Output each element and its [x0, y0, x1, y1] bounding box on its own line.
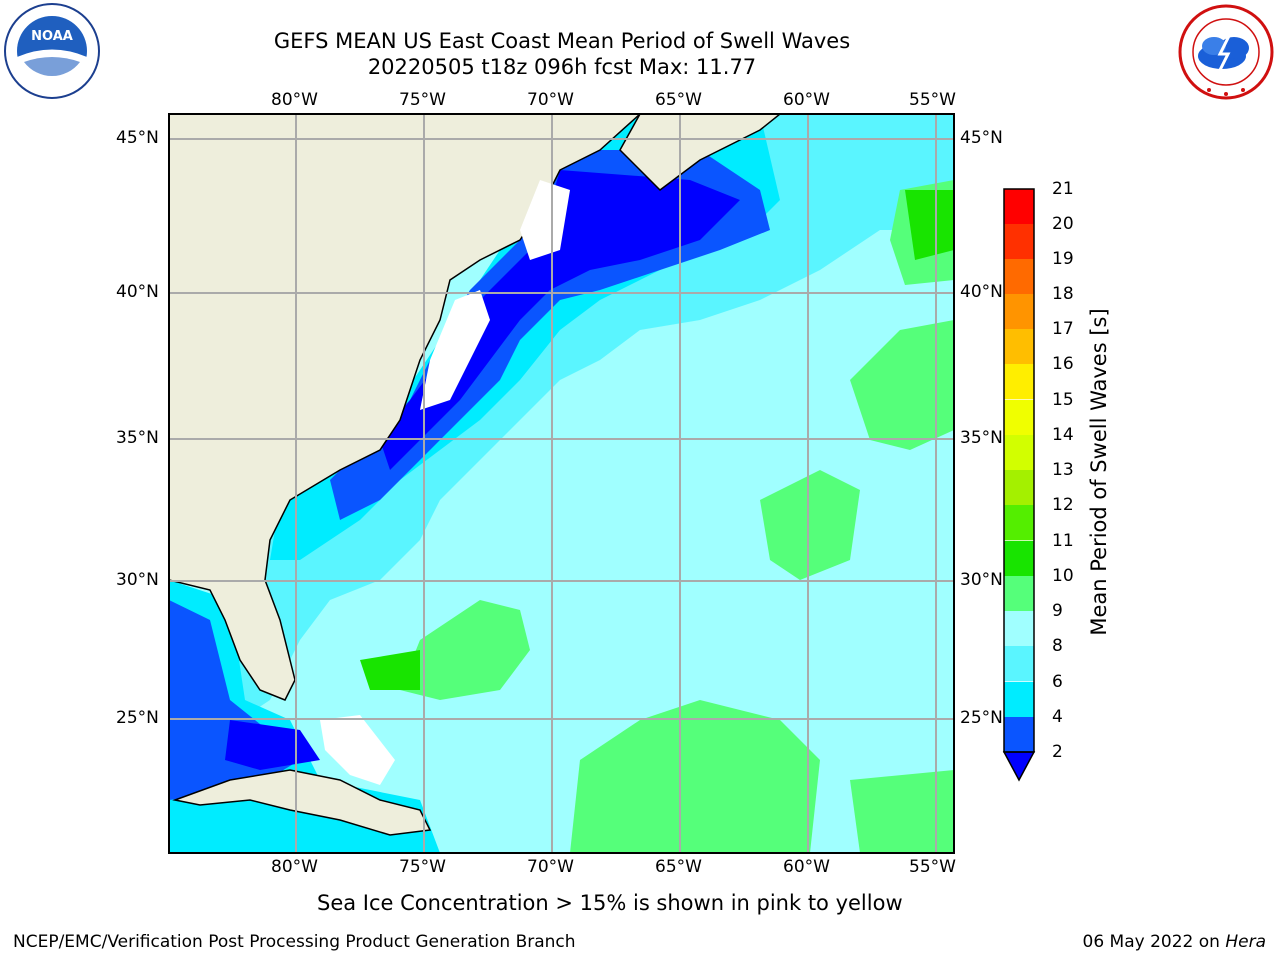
colorbar-swatch-13-14: [1004, 435, 1034, 471]
colorbar-tick: 12: [1052, 495, 1074, 515]
map-grid: [169, 114, 954, 853]
swell-patch-green-ne-core: [905, 190, 954, 260]
colorbar-tick: 14: [1052, 425, 1074, 445]
lon-label-top: 80°W: [271, 90, 318, 110]
chart-subtitle: 20220505 t18z 096h fcst Max: 11.77: [367, 55, 757, 79]
lon-label-top: 60°W: [783, 90, 830, 110]
lat-label-left: 30°N: [116, 570, 159, 590]
chart-title: GEFS MEAN US East Coast Mean Period of S…: [273, 29, 851, 53]
colorbar-swatch-6-8: [1004, 646, 1034, 682]
colorbar-swatch-4-6: [1004, 682, 1034, 718]
noaa-logo-text: NOAA: [31, 29, 73, 44]
nws-logo: [1178, 4, 1274, 100]
nodata-gulf-of-maine: [520, 180, 570, 260]
colorbar: [1002, 188, 1036, 782]
swell-patch-green-bahamas-core: [360, 650, 420, 690]
swell-band-6-8: [230, 114, 954, 720]
lon-label-top: 65°W: [655, 90, 702, 110]
colorbar-tick: 18: [1052, 284, 1074, 304]
footer-credit: NCEP/EMC/Verification Post Processing Pr…: [13, 932, 576, 952]
colorbar-extend-low: [1002, 751, 1036, 782]
colorbar-tick: 21: [1052, 179, 1074, 199]
swell-patch-green-se: [850, 770, 954, 853]
lon-label-bottom: 80°W: [271, 857, 318, 877]
colorbar-label: Mean Period of Swell Waves [s]: [1087, 308, 1111, 635]
colorbar-swatch-10-11: [1004, 541, 1034, 577]
colorbar-tick: 16: [1052, 354, 1074, 374]
nodata-mid-atlantic: [420, 290, 490, 410]
land-cuba: [172, 769, 432, 836]
lat-label-right: 40°N: [960, 282, 1003, 302]
colorbar-swatch-19-20: [1004, 224, 1034, 260]
colorbar-tick: 15: [1052, 390, 1074, 410]
lat-label-left: 25°N: [116, 708, 159, 728]
colorbar-tick: 20: [1052, 214, 1074, 234]
colorbar-tick: 9: [1052, 601, 1063, 621]
lat-label-right: 45°N: [960, 128, 1003, 148]
lat-label-left: 40°N: [116, 282, 159, 302]
lat-label-left: 35°N: [116, 428, 159, 448]
colorbar-swatch-9-10: [1004, 576, 1034, 612]
lat-label-right: 30°N: [960, 570, 1003, 590]
colorbar-frame: [1003, 188, 1035, 753]
colorbar-tick: 10: [1052, 566, 1074, 586]
colorbar-swatch-17-18: [1004, 294, 1034, 330]
lon-label-top: 55°W: [909, 90, 956, 110]
lon-label-bottom: 75°W: [399, 857, 446, 877]
swell-band-low: [380, 170, 740, 470]
lat-label-right: 25°N: [960, 708, 1003, 728]
colorbar-swatch-20-21: [1004, 189, 1034, 225]
map-fields: [169, 114, 954, 853]
lon-label-top: 75°W: [399, 90, 446, 110]
footer-date: 06 May 2022 on Hera: [1083, 932, 1267, 952]
lon-label-bottom: 55°W: [909, 857, 956, 877]
lon-label-top: 70°W: [527, 90, 574, 110]
lat-label-right: 35°N: [960, 428, 1003, 448]
nodata-bahama-bank: [320, 715, 395, 785]
lon-label-bottom: 65°W: [655, 857, 702, 877]
colorbar-swatch-2-4: [1004, 717, 1034, 753]
lat-label-left: 45°N: [116, 128, 159, 148]
sea-ice-note: Sea Ice Concentration > 15% is shown in …: [317, 891, 903, 915]
colorbar-tick: 13: [1052, 460, 1074, 480]
noaa-logo: NOAA: [4, 3, 100, 99]
swell-patch-green-bahamas: [400, 600, 530, 700]
colorbar-tick: 17: [1052, 319, 1074, 339]
colorbar-tick: 19: [1052, 249, 1074, 269]
colorbar-tick: 4: [1052, 707, 1063, 727]
colorbar-tick: 11: [1052, 531, 1074, 551]
swell-patch-green-e: [850, 320, 954, 450]
footer-machine: Hera: [1225, 932, 1266, 952]
colorbar-tick: 2: [1052, 742, 1063, 762]
colorbar-swatch-14-15: [1004, 400, 1034, 436]
colorbar-tick: 8: [1052, 636, 1063, 656]
footer-date-text: 06 May 2022 on: [1082, 932, 1226, 952]
swell-patch-green-mid: [760, 470, 860, 580]
colorbar-tick: 6: [1052, 672, 1063, 692]
colorbar-swatch-12-13: [1004, 470, 1034, 506]
colorbar-swatch-18-19: [1004, 259, 1034, 295]
swell-patch-green-s: [570, 700, 820, 853]
lon-label-bottom: 70°W: [527, 857, 574, 877]
colorbar-swatch-8-9: [1004, 611, 1034, 647]
map-frame: [168, 113, 955, 854]
colorbar-swatch-15-16: [1004, 364, 1034, 400]
lon-label-bottom: 60°W: [783, 857, 830, 877]
colorbar-swatch-16-17: [1004, 329, 1034, 365]
colorbar-swatch-11-12: [1004, 505, 1034, 541]
